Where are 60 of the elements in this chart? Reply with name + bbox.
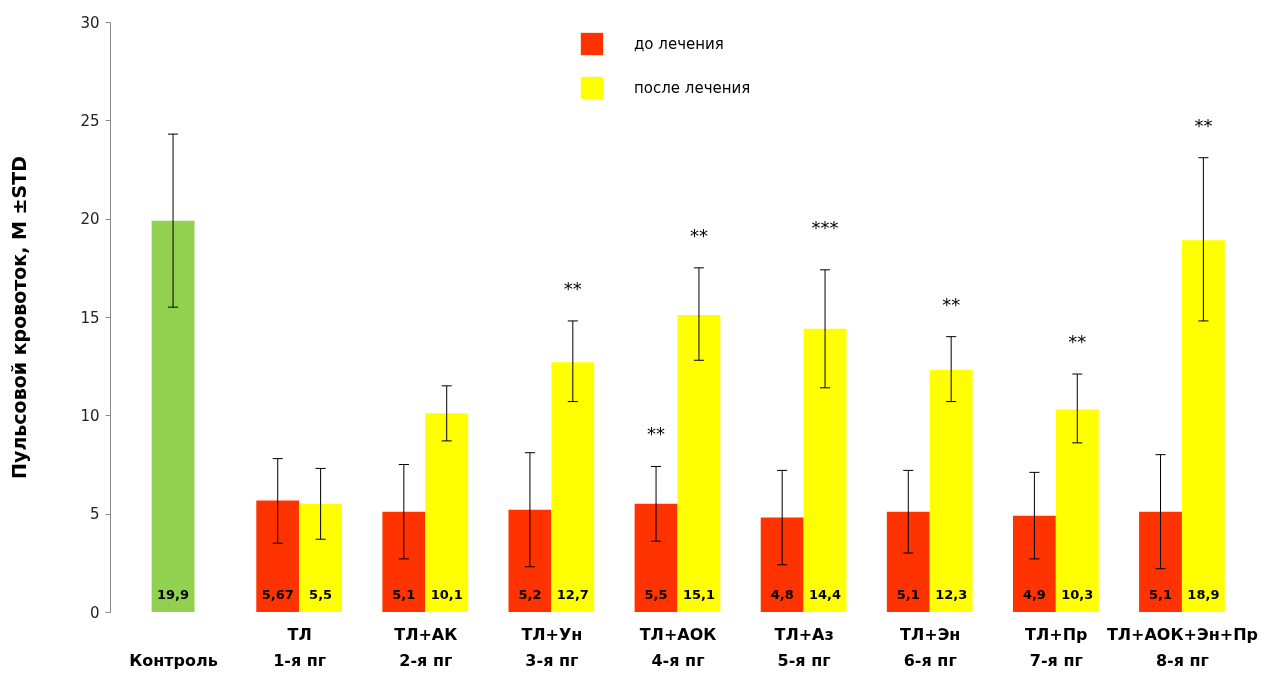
data-label: 12,7 [556, 587, 589, 602]
y-tick-label: 5 [89, 505, 100, 524]
annotation: ** [942, 293, 961, 315]
data-label: 14,4 [809, 587, 842, 602]
bar [634, 503, 678, 612]
x-tick-label: ТЛ+АК 2-я пг [394, 624, 458, 670]
data-label: 5,5 [644, 587, 668, 602]
data-label: 10,1 [430, 587, 463, 602]
y-tick-label: 0 [89, 603, 100, 622]
bar [929, 370, 973, 612]
data-label: 5,5 [309, 587, 333, 602]
x-tick-label: ТЛ+АОК+Эн+Пр 8-я пг [1106, 624, 1259, 670]
bar [803, 328, 847, 612]
annotation: ** [647, 423, 666, 445]
annotation: ** [1068, 331, 1087, 353]
legend-label: после лечения [634, 79, 751, 97]
data-label: 5,1 [1148, 587, 1173, 602]
annotation: ** [1194, 114, 1213, 136]
bar [677, 315, 721, 612]
x-tick-label: Контроль [129, 650, 218, 670]
bar [1139, 511, 1182, 612]
x-tick-label: ТЛ+Эн 6-я пг [900, 624, 961, 670]
legend-label: до лечения [634, 35, 724, 53]
bar [382, 511, 426, 612]
y-tick-label: 25 [80, 111, 100, 130]
data-label: 5,1 [392, 587, 416, 602]
bar [425, 413, 469, 612]
bar [1181, 240, 1225, 612]
y-tick-label: 30 [80, 13, 100, 32]
bar [151, 220, 195, 612]
data-label: 4,9 [1022, 587, 1046, 602]
bar [1012, 515, 1056, 612]
y-axis-title: Пульсовой кровоток, M ±STD [8, 156, 31, 479]
data-label: 10,3 [1061, 587, 1094, 602]
bar [886, 511, 930, 612]
x-tick-label: ТЛ+Пр 7-я пг [1025, 624, 1088, 670]
data-label: 15,1 [682, 587, 715, 602]
annotation: *** [811, 216, 839, 238]
bar [508, 509, 552, 612]
annotation: ** [689, 224, 708, 246]
annotation: ** [563, 277, 582, 299]
data-label: 18,9 [1187, 587, 1220, 602]
x-tick-label: ТЛ+Аз 5-я пг [774, 624, 834, 670]
bar [1055, 409, 1099, 612]
data-label: 4,8 [770, 587, 794, 602]
data-label: 12,3 [935, 587, 968, 602]
x-tick-label: ТЛ+Ун 3-я пг [521, 624, 583, 670]
x-tick-label: ТЛ 1-я пг [273, 624, 327, 670]
data-label: 5,2 [518, 587, 542, 602]
data-label: 5,1 [896, 587, 920, 602]
data-label: 19,9 [157, 587, 190, 602]
bar [256, 500, 300, 612]
bar [299, 503, 343, 612]
bar [551, 362, 595, 612]
bar [760, 517, 804, 612]
y-tick-label: 10 [80, 406, 100, 425]
data-label: 5,67 [261, 587, 294, 602]
x-tick-label: ТЛ+АОК 4-я пг [639, 624, 717, 670]
y-tick-label: 20 [80, 210, 100, 229]
y-tick-label: 15 [80, 308, 100, 327]
